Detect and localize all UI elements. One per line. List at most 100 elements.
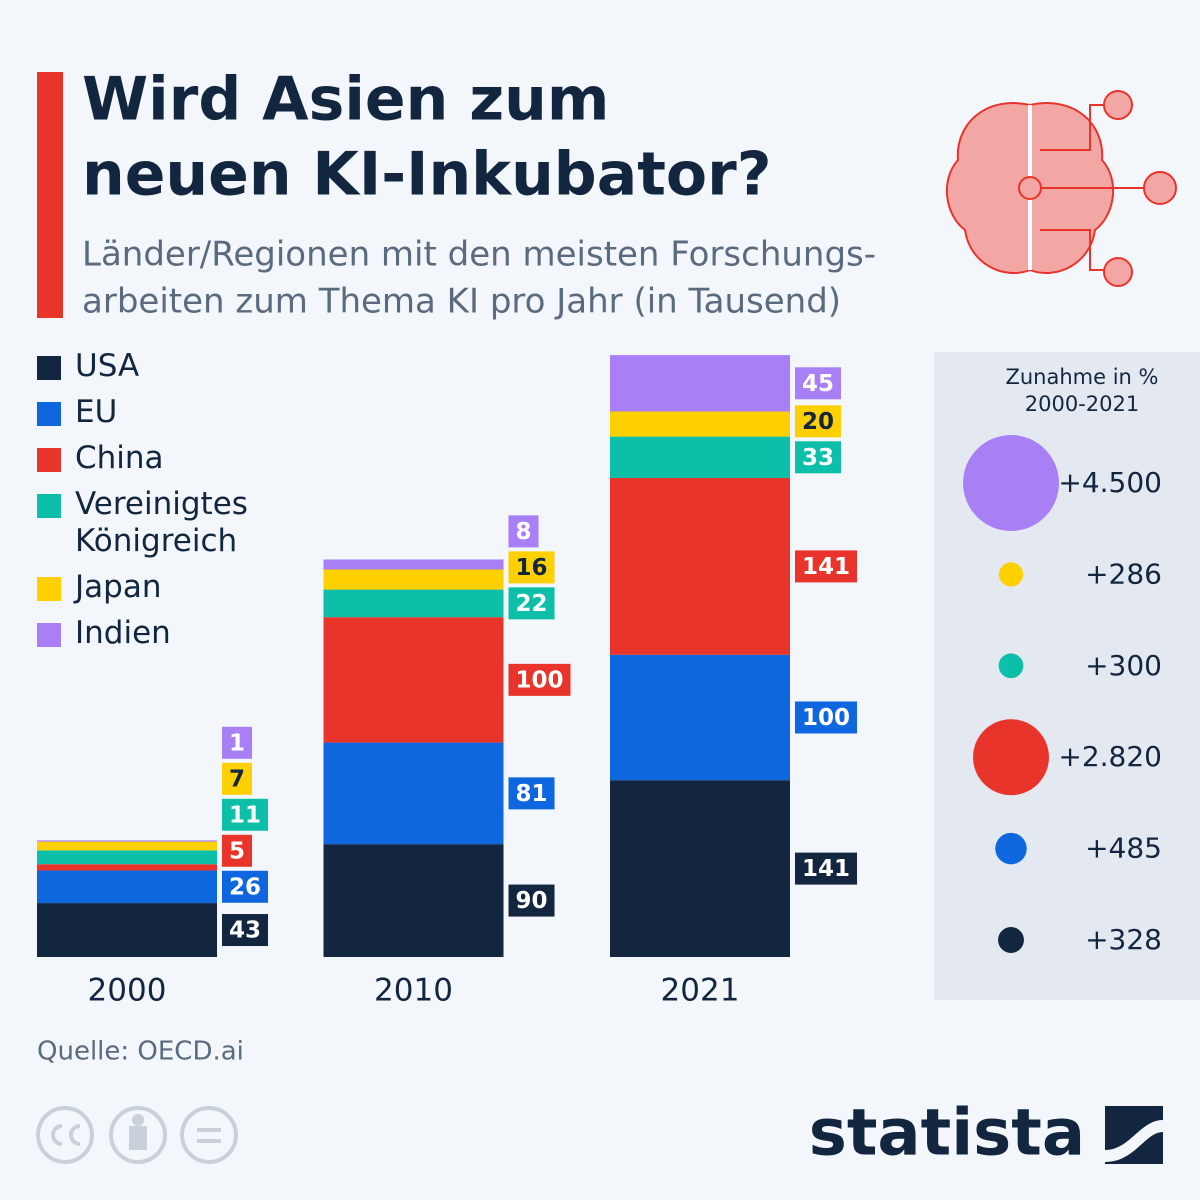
value-label: 141 <box>795 852 858 885</box>
value-label-text: 81 <box>516 781 548 807</box>
value-label: 11 <box>222 798 269 831</box>
value-label-box <box>222 798 269 831</box>
bar-segment <box>610 477 790 655</box>
value-label-box <box>795 367 842 400</box>
bar-segment <box>610 654 790 781</box>
legend-label: China <box>75 440 164 476</box>
value-label-text: 141 <box>802 856 850 882</box>
bar-segment <box>37 840 217 842</box>
value-label: 26 <box>222 870 269 903</box>
growth-label: +328 <box>1085 923 1162 956</box>
value-label-text: 141 <box>802 554 850 580</box>
growth-title: 2000-2021 <box>1025 392 1139 416</box>
legend-label: EU <box>75 394 118 430</box>
value-label-box <box>222 762 253 795</box>
bar-segment <box>323 589 504 618</box>
value-label: 100 <box>508 663 571 696</box>
legend-label: Japan <box>75 569 162 605</box>
value-label: 7 <box>222 762 253 795</box>
value-label-text: 43 <box>229 918 261 944</box>
bar-segment <box>323 559 504 570</box>
growth-bubble <box>995 832 1027 865</box>
legend: USA EU China Vereinigtes Königreich Japan Ind… <box>37 348 277 661</box>
value-label: 90 <box>508 884 555 917</box>
value-label-text: 8 <box>516 519 532 545</box>
value-label-text: 90 <box>516 888 548 914</box>
value-label-text: 7 <box>229 766 245 792</box>
growth-bubble <box>998 562 1024 587</box>
legend-item: USA <box>37 348 277 385</box>
growth-label: +485 <box>1085 832 1162 865</box>
value-label: 141 <box>795 550 858 583</box>
value-label: 5 <box>222 834 253 867</box>
value-label: 100 <box>795 701 858 734</box>
bar-segment <box>323 617 504 743</box>
source: Quelle: OECD.ai <box>37 1037 244 1067</box>
legend-item: EU <box>37 394 277 431</box>
bar-segment <box>37 870 217 904</box>
chart-subtitle: Länder/Regionen mit den meisten Forschun… <box>82 235 876 275</box>
growth-label: +300 <box>1085 649 1162 682</box>
bar-segment <box>37 850 217 865</box>
value-label: 16 <box>508 551 555 584</box>
value-label-text: 45 <box>802 371 834 397</box>
brand: statista <box>809 1097 1085 1171</box>
legend-swatch <box>37 356 61 380</box>
value-label-box <box>508 551 555 584</box>
legend-item: Vereinigtes Königreich <box>37 486 277 560</box>
value-label: 45 <box>795 367 842 400</box>
value-label: 22 <box>508 587 555 620</box>
legend-label: Vereinigtes Königreich <box>75 486 248 559</box>
legend-label: USA <box>75 348 140 384</box>
chart-title: neuen KI-Inkubator? <box>82 140 772 210</box>
value-label: 1 <box>222 726 253 759</box>
value-label-text: 20 <box>802 409 834 435</box>
value-label: 81 <box>508 777 555 810</box>
value-label-text: 22 <box>516 591 548 617</box>
bar-segment <box>37 864 217 871</box>
bar-segment <box>610 436 790 478</box>
bar-segment <box>323 844 504 957</box>
value-label-text: 100 <box>516 667 564 693</box>
value-label-text: 5 <box>229 838 245 864</box>
value-label-box <box>508 515 539 548</box>
growth-bubble <box>998 927 1024 953</box>
value-label-text: 26 <box>229 874 261 900</box>
value-label-box <box>222 914 269 947</box>
value-label-box <box>222 870 269 903</box>
value-label-box <box>508 884 555 917</box>
value-label-box <box>795 701 858 734</box>
value-label-box <box>222 834 253 867</box>
brand-logo <box>1105 1106 1163 1164</box>
bar-segment <box>323 569 504 590</box>
growth-bubble <box>973 719 1049 796</box>
legend-swatch <box>37 623 61 647</box>
value-label: 8 <box>508 515 539 548</box>
legend-label: Indien <box>75 615 171 651</box>
value-label-box <box>795 550 858 583</box>
value-label-box <box>222 726 253 759</box>
growth-label: +2.820 <box>1058 740 1162 773</box>
x-tick-label: 2021 <box>661 973 740 1009</box>
value-label: 20 <box>795 405 842 438</box>
value-label-text: 16 <box>516 555 548 581</box>
value-label-box <box>795 852 858 885</box>
legend-item: China <box>37 440 277 477</box>
value-label-text: 1 <box>229 730 245 756</box>
value-label-box <box>508 663 571 696</box>
bar-segment <box>610 411 790 437</box>
value-label-text: 11 <box>229 802 261 828</box>
legend-swatch <box>37 494 61 518</box>
value-label-box <box>508 587 555 620</box>
accent-bar <box>37 72 63 318</box>
bar-segment <box>610 780 790 957</box>
value-label-text: 33 <box>802 445 834 471</box>
value-label-box <box>795 405 842 438</box>
value-label-text: 100 <box>802 705 850 731</box>
growth-label: +286 <box>1085 557 1162 590</box>
legend-swatch <box>37 402 61 426</box>
legend-item: Indien <box>37 615 277 652</box>
brain-icon <box>945 90 1177 287</box>
